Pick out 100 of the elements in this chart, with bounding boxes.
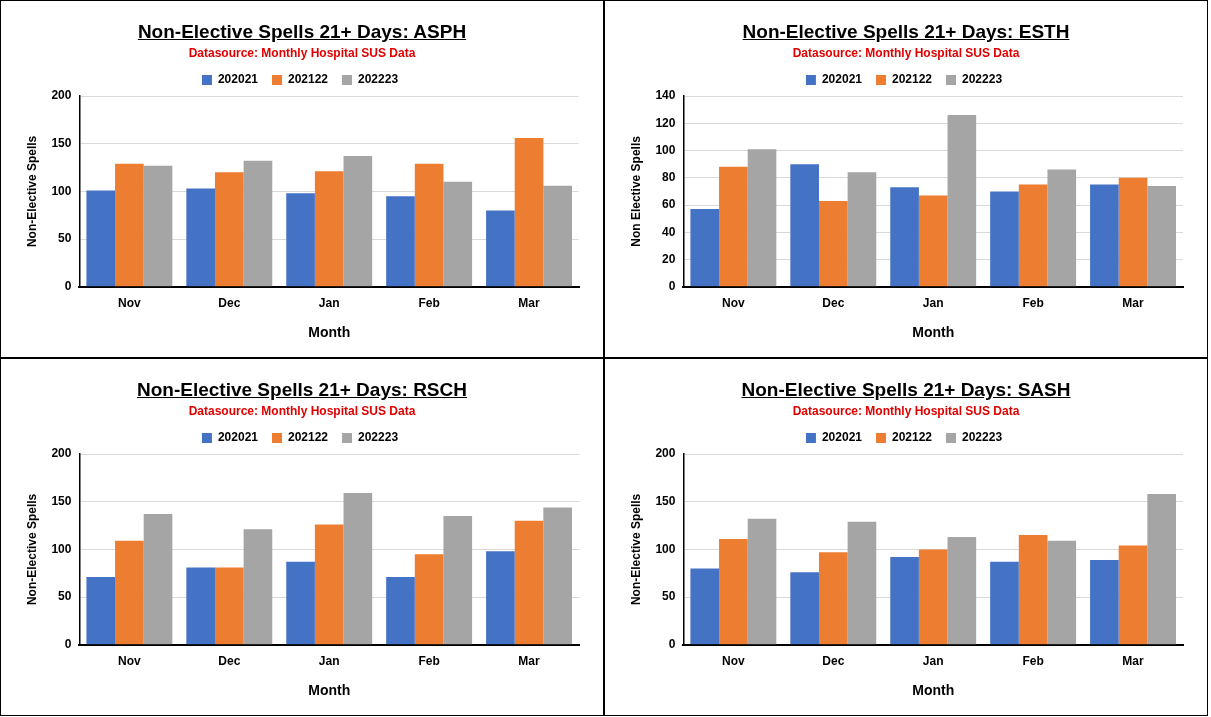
legend-label: 202021 <box>217 72 259 87</box>
bar <box>386 577 415 645</box>
legend-label: 202021 <box>217 430 259 445</box>
legend-label: 202122 <box>891 430 933 445</box>
y-tick-label: 50 <box>662 589 676 604</box>
bar <box>1147 185 1177 287</box>
bar <box>243 529 273 645</box>
legend-label: 202021 <box>821 72 863 87</box>
y-axis-title: Non Elective Spells <box>628 135 643 247</box>
bar <box>1090 559 1119 645</box>
x-tick-label: Feb <box>1022 654 1044 669</box>
bar <box>947 115 977 287</box>
x-tick-label: Mar <box>518 296 541 311</box>
bar <box>690 209 720 287</box>
bar <box>1118 545 1148 645</box>
bar <box>414 554 444 645</box>
x-tick-label: Jan <box>318 296 340 311</box>
x-tick-label: Jan <box>922 654 944 669</box>
x-tick-label: Mar <box>518 654 541 669</box>
y-tick-label: 150 <box>51 136 72 151</box>
bar <box>818 200 848 287</box>
bar <box>1147 494 1177 645</box>
x-tick-label: Nov <box>722 296 746 311</box>
bar <box>847 172 877 287</box>
bar <box>990 191 1019 287</box>
y-tick-label: 150 <box>51 494 72 509</box>
x-tick-label: Feb <box>418 296 440 311</box>
legend-label: 202223 <box>962 72 1003 87</box>
bar <box>286 561 315 645</box>
bar <box>243 160 273 287</box>
y-tick-label: 20 <box>662 251 676 266</box>
y-tick-label: 200 <box>51 88 72 103</box>
bar <box>286 193 315 287</box>
bar <box>543 507 573 645</box>
x-tick-label: Nov <box>722 654 746 669</box>
y-tick-label: 40 <box>662 224 676 239</box>
y-axis-title: Non-Elective Spells <box>24 493 39 606</box>
bar <box>747 518 777 645</box>
bar <box>690 568 720 645</box>
bar <box>1047 540 1077 645</box>
bar <box>86 190 116 287</box>
x-axis-title: Month <box>308 324 351 341</box>
y-tick-label: 50 <box>58 589 72 604</box>
y-tick-label: 80 <box>662 170 676 185</box>
bar <box>115 163 144 287</box>
x-tick-label: Dec <box>218 296 241 311</box>
legend-label: 202122 <box>287 72 329 87</box>
chart-title: Non-Elective Spells 21+ Days: RSCH <box>136 379 468 401</box>
chart-title: Non-Elective Spells 21+ Days: ESTH <box>741 21 1071 43</box>
x-tick-label: Jan <box>318 654 340 669</box>
y-tick-label: 100 <box>655 541 676 556</box>
chart-subtitle: Datasource: Monthly Hospital SUS Data <box>187 46 417 60</box>
y-tick-label: 0 <box>668 637 676 652</box>
legend-label: 202223 <box>358 430 399 445</box>
bar <box>890 187 919 287</box>
y-axis-title: Non-Elective Spells <box>24 135 39 248</box>
bar <box>514 137 544 287</box>
bar <box>990 561 1019 645</box>
bar <box>443 181 473 287</box>
bar <box>186 188 215 287</box>
bar <box>543 185 573 287</box>
bar <box>414 163 444 287</box>
y-tick-label: 60 <box>662 197 676 212</box>
bar <box>486 551 515 645</box>
x-tick-label: Nov <box>118 296 142 311</box>
bar <box>314 524 344 645</box>
chart-title: Non-Elective Spells 21+ Days: ASPH <box>136 21 468 43</box>
x-axis-title: Month <box>308 682 351 699</box>
x-tick-label: Feb <box>1022 296 1044 311</box>
y-tick-label: 200 <box>655 446 676 461</box>
legend-label: 202223 <box>962 430 1003 445</box>
chart-subtitle: Datasource: Monthly Hospital SUS Data <box>187 404 417 418</box>
x-tick-label: Dec <box>822 296 845 311</box>
bar <box>947 537 977 645</box>
chart-subtitle: Datasource: Monthly Hospital SUS Data <box>791 404 1021 418</box>
bar <box>1018 535 1048 645</box>
y-tick-label: 50 <box>58 231 72 246</box>
y-tick-label: 100 <box>51 541 72 556</box>
bar <box>214 567 244 645</box>
bar <box>719 166 748 287</box>
bar <box>514 520 544 645</box>
bar <box>719 538 748 645</box>
x-tick-label: Mar <box>1122 296 1145 311</box>
x-tick-label: Nov <box>118 654 142 669</box>
bar <box>343 156 373 287</box>
bar <box>486 210 515 287</box>
legend-label: 202021 <box>821 430 863 445</box>
bar <box>443 516 473 645</box>
bar <box>847 521 877 645</box>
bar <box>818 552 848 645</box>
bar <box>143 165 173 287</box>
bar <box>918 195 948 287</box>
x-tick-label: Jan <box>922 296 944 311</box>
bar <box>386 196 415 287</box>
bar <box>314 171 344 287</box>
bar <box>790 572 819 645</box>
x-tick-label: Dec <box>218 654 241 669</box>
bar <box>86 577 116 645</box>
bar <box>1118 177 1148 287</box>
y-tick-label: 140 <box>655 88 676 103</box>
